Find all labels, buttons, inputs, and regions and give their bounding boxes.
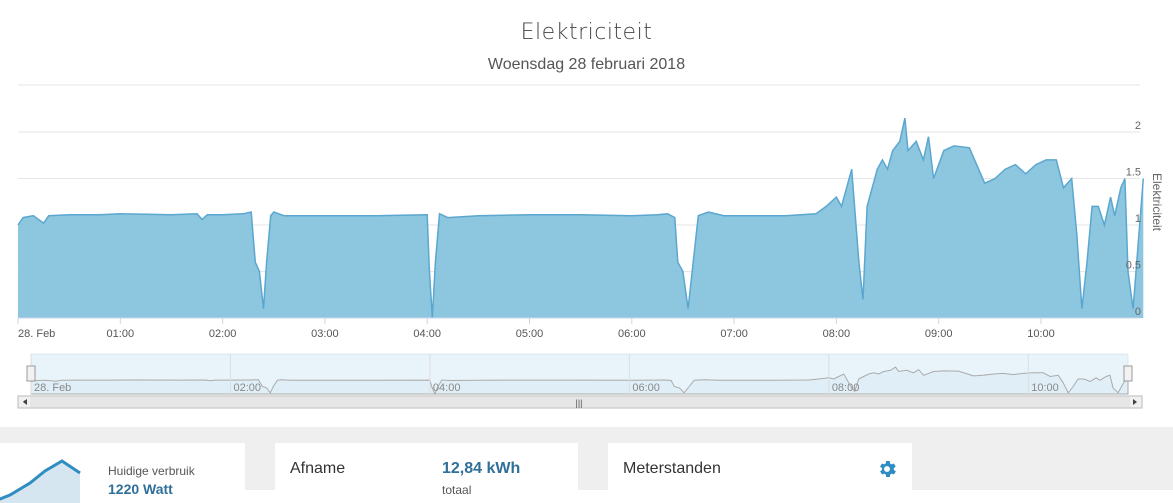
x-tick-label: 03:00 <box>311 328 339 340</box>
chart-title: Elektriciteit <box>520 20 653 45</box>
meterstanden-label: Meterstanden <box>623 460 721 477</box>
x-tick-label: 08:00 <box>823 328 851 340</box>
afname-sub: totaal <box>442 483 472 497</box>
x-tick-label: 09:00 <box>925 328 953 340</box>
navigator-right-handle[interactable] <box>1123 365 1133 382</box>
series-area <box>18 118 1144 318</box>
y-tick-label: 0.5 <box>1126 260 1141 272</box>
current-usage-label: Huidige verbruik <box>108 464 195 478</box>
navigator-label: 08:00 <box>832 382 860 394</box>
scroll-left-arrow[interactable] <box>23 399 27 405</box>
afname-label: Afname <box>290 460 346 477</box>
chart-subtitle: Woensdag 28 februari 2018 <box>487 56 686 73</box>
series-line <box>17 117 1145 319</box>
y-axis-label: Elektriciteit <box>1150 173 1164 232</box>
main-chart[interactable]: 0 0.5 1 1.5 2 28. Feb 01:00 02:00 03:00 04:00 05:0… <box>0 0 1173 345</box>
y-tick-label: 2 <box>1135 120 1141 132</box>
card-current-usage[interactable]: Huidige verbruik 1220 Watt <box>0 443 245 503</box>
navigator-label: 04:00 <box>433 382 461 394</box>
scroll-right-arrow[interactable] <box>1133 399 1137 405</box>
card-afname[interactable]: Afname 12,84 kWh totaal <box>275 443 578 503</box>
y-tick-label: 1.5 <box>1126 167 1141 179</box>
x-tick-label: 07:00 <box>720 328 748 340</box>
navigator-label: 06:00 <box>632 382 660 394</box>
x-tick-label: 04:00 <box>413 328 441 340</box>
x-tick-label: 10:00 <box>1027 328 1055 340</box>
navigator-label: 02:00 <box>233 382 261 394</box>
x-tick-label: 06:00 <box>618 328 646 340</box>
navigator[interactable]: 28. Feb 02:00 04:00 06:00 08:00 10:00 ||| <box>0 345 1173 415</box>
scrollbar-grip: ||| <box>575 398 582 408</box>
x-tick-label: 28. Feb <box>18 328 55 340</box>
y-tick-label: 1 <box>1135 213 1141 225</box>
usage-sparkline <box>0 459 81 503</box>
gear-icon[interactable] <box>876 458 898 480</box>
current-usage-value: 1220 Watt <box>108 481 173 497</box>
navigator-left-handle[interactable] <box>26 365 36 382</box>
navigator-label: 28. Feb <box>34 382 71 394</box>
navigator-label: 10:00 <box>1031 382 1059 394</box>
x-tick-label: 02:00 <box>209 328 237 340</box>
summary-area: Huidige verbruik 1220 Watt Afname 12,84 … <box>0 427 1173 503</box>
x-tick-label: 05:00 <box>516 328 544 340</box>
y-tick-label: 0 <box>1135 306 1141 318</box>
afname-value: 12,84 kWh <box>442 460 521 477</box>
scrollbar-thumb[interactable] <box>30 397 1130 407</box>
x-tick-label: 01:00 <box>107 328 135 340</box>
card-meterstanden[interactable]: Meterstanden <box>608 443 912 503</box>
